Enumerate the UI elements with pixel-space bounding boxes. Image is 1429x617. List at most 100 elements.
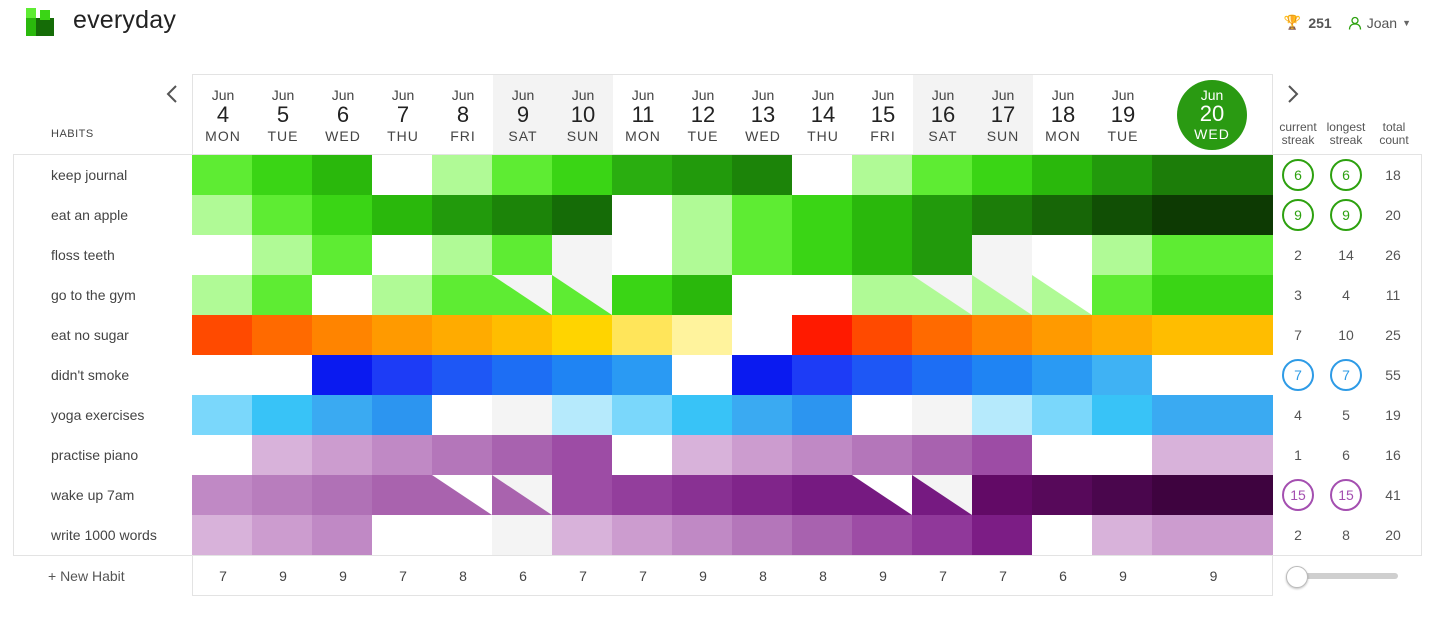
completed-cell[interactable] [792,475,852,515]
completed-cell[interactable] [732,515,792,555]
completed-cell[interactable] [252,275,312,315]
completed-cell[interactable] [672,435,732,475]
completed-cell[interactable] [252,155,312,195]
date-column[interactable]: Jun 13 WED [733,75,793,155]
completed-cell[interactable] [492,155,552,195]
completed-cell[interactable] [312,475,372,515]
completed-cell[interactable] [192,515,252,555]
completed-cell[interactable] [552,435,612,475]
completed-cell[interactable] [612,275,672,315]
completed-cell[interactable] [372,195,432,235]
completed-cell[interactable] [552,315,612,355]
date-column[interactable]: Jun 9 SAT [493,75,553,155]
partial-cell[interactable] [1032,275,1092,315]
date-column[interactable]: Jun 17 SUN [973,75,1033,155]
habit-name[interactable]: yoga exercises [51,407,145,423]
empty-cell[interactable] [1092,435,1152,475]
completed-cell[interactable] [252,395,312,435]
completed-cell[interactable] [612,475,672,515]
completed-cell[interactable] [372,395,432,435]
completed-cell[interactable] [1032,155,1092,195]
completed-cell[interactable] [672,235,732,275]
completed-cell[interactable] [312,155,372,195]
completed-cell[interactable] [1032,355,1092,395]
partial-cell[interactable] [972,275,1032,315]
completed-cell[interactable] [972,315,1032,355]
completed-cell[interactable] [492,355,552,395]
date-column[interactable]: Jun 19 TUE [1093,75,1153,155]
completed-cell[interactable] [672,475,732,515]
completed-cell[interactable] [672,395,732,435]
completed-cell[interactable] [252,195,312,235]
empty-cell[interactable] [252,355,312,395]
completed-cell[interactable] [552,395,612,435]
date-column[interactable]: Jun 7 THU [373,75,433,155]
completed-cell[interactable] [972,475,1032,515]
completed-cell[interactable] [732,395,792,435]
completed-cell[interactable] [1092,235,1152,275]
completed-cell[interactable] [852,275,912,315]
habit-name[interactable]: didn't smoke [51,367,130,383]
completed-cell[interactable] [312,515,372,555]
completed-cell[interactable] [312,235,372,275]
habit-name[interactable]: keep journal [51,167,128,183]
date-column[interactable]: Jun 6 WED [313,75,373,155]
completed-cell[interactable] [1032,395,1092,435]
habit-name[interactable]: go to the gym [51,287,136,303]
completed-cell[interactable] [852,195,912,235]
completed-cell[interactable] [672,515,732,555]
empty-cell[interactable] [912,395,972,435]
empty-cell[interactable] [492,395,552,435]
date-column[interactable]: Jun 15 FRI [853,75,913,155]
completed-cell[interactable] [792,355,852,395]
completed-cell[interactable] [1092,315,1152,355]
empty-cell[interactable] [372,155,432,195]
empty-cell[interactable] [612,195,672,235]
partial-cell[interactable] [912,275,972,315]
habit-name[interactable]: floss teeth [51,247,115,263]
completed-cell[interactable] [312,435,372,475]
empty-cell[interactable] [1032,435,1092,475]
empty-cell[interactable] [852,395,912,435]
completed-cell[interactable] [1092,155,1152,195]
completed-cell[interactable] [1092,475,1152,515]
completed-cell[interactable] [792,315,852,355]
completed-cell[interactable] [1152,475,1273,515]
completed-cell[interactable] [732,235,792,275]
empty-cell[interactable] [1032,235,1092,275]
completed-cell[interactable] [612,395,672,435]
user-menu-name[interactable]: Joan [1366,14,1398,31]
completed-cell[interactable] [972,395,1032,435]
completed-cell[interactable] [492,315,552,355]
app-logo[interactable] [26,8,54,36]
completed-cell[interactable] [912,195,972,235]
empty-cell[interactable] [732,275,792,315]
completed-cell[interactable] [672,315,732,355]
completed-cell[interactable] [852,315,912,355]
date-column[interactable]: Jun 12 TUE [673,75,733,155]
empty-cell[interactable] [732,315,792,355]
completed-cell[interactable] [852,355,912,395]
completed-cell[interactable] [552,355,612,395]
completed-cell[interactable] [192,195,252,235]
empty-cell[interactable] [792,155,852,195]
habit-name[interactable]: write 1000 words [51,527,157,543]
completed-cell[interactable] [1092,275,1152,315]
completed-cell[interactable] [1092,195,1152,235]
completed-cell[interactable] [852,515,912,555]
completed-cell[interactable] [732,475,792,515]
completed-cell[interactable] [852,235,912,275]
empty-cell[interactable] [672,355,732,395]
previous-week-button[interactable] [162,80,182,108]
completed-cell[interactable] [1032,475,1092,515]
empty-cell[interactable] [192,235,252,275]
completed-cell[interactable] [192,315,252,355]
zoom-slider-track[interactable] [1298,573,1398,579]
empty-cell[interactable] [1032,515,1092,555]
completed-cell[interactable] [252,235,312,275]
completed-cell[interactable] [492,235,552,275]
empty-cell[interactable] [492,515,552,555]
completed-cell[interactable] [552,475,612,515]
completed-cell[interactable] [192,275,252,315]
completed-cell[interactable] [612,515,672,555]
